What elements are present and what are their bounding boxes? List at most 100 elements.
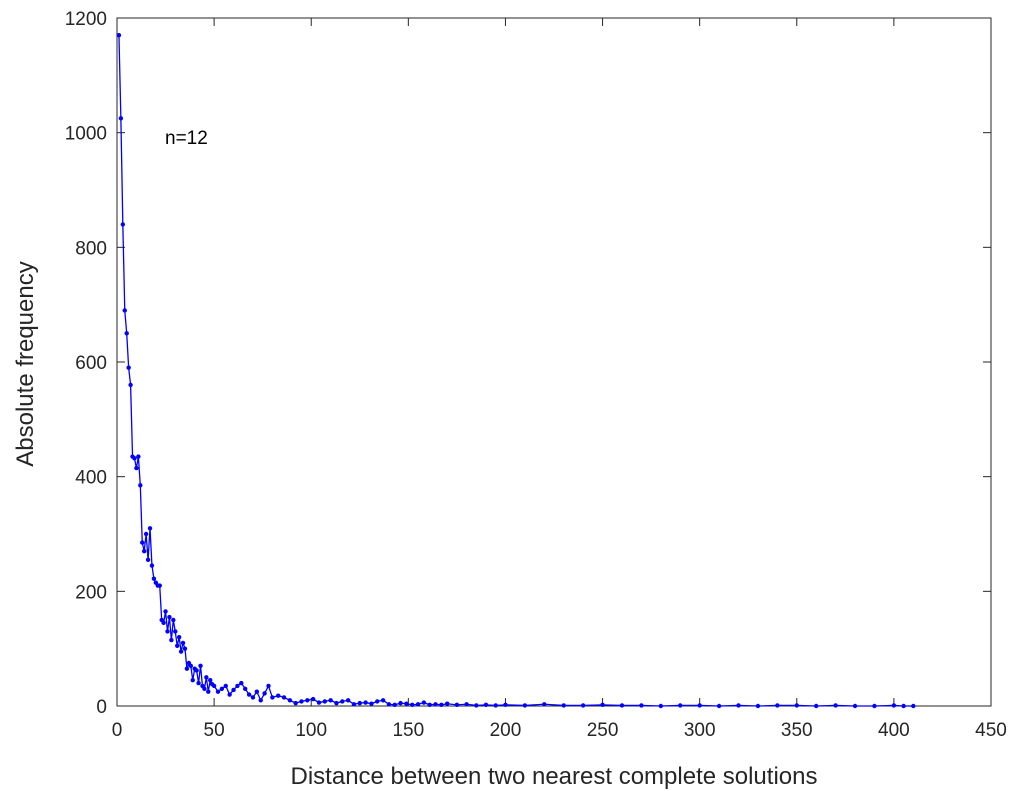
data-point (175, 643, 180, 648)
data-point (281, 695, 287, 700)
data-point (444, 701, 450, 706)
data-point (266, 683, 271, 689)
data-point (427, 702, 432, 708)
data-point (118, 116, 124, 121)
data-point (254, 689, 260, 694)
data-point (120, 222, 126, 227)
data-point (464, 702, 469, 707)
data-point (132, 456, 137, 461)
data-point (190, 678, 195, 683)
data-point (149, 563, 155, 568)
data-point (357, 700, 362, 706)
data-point (126, 365, 131, 370)
data-point (184, 666, 190, 671)
data-point (287, 698, 293, 703)
data-point (242, 686, 248, 691)
y-tick-label: 1000 (65, 124, 107, 145)
data-point (176, 635, 182, 640)
data-point (262, 691, 267, 696)
data-point (293, 700, 298, 706)
x-tick-label: 150 (392, 720, 424, 741)
data-point (246, 692, 252, 697)
data-point (392, 702, 397, 708)
data-point (196, 680, 201, 686)
data-point (208, 678, 213, 683)
data-point (580, 703, 586, 708)
y-tick-label: 400 (75, 468, 107, 489)
data-point (503, 702, 508, 708)
data-point (188, 663, 194, 669)
data-point (369, 701, 374, 706)
data-point (697, 703, 702, 708)
data-point (231, 687, 236, 693)
data-point (157, 583, 162, 588)
data-point (239, 680, 244, 686)
data-point (474, 703, 479, 708)
data-point (439, 702, 444, 708)
data-point (678, 703, 683, 708)
data-point (171, 617, 176, 623)
data-point (386, 702, 392, 707)
data-point (202, 686, 207, 691)
x-tick-label: 350 (781, 720, 813, 741)
data-point (454, 702, 460, 708)
data-point (143, 531, 149, 537)
data-point (211, 683, 217, 689)
data-point (404, 701, 409, 706)
x-tick-label: 200 (490, 720, 522, 741)
data-point (305, 698, 310, 703)
series-group (116, 33, 916, 709)
y-tick-label: 1200 (65, 9, 107, 30)
data-point (340, 699, 345, 704)
data-point (163, 609, 168, 614)
data-point (140, 540, 145, 545)
data-point (122, 308, 127, 313)
data-point (901, 703, 906, 709)
data-point (872, 703, 877, 709)
data-point (328, 698, 333, 703)
data-point (852, 703, 858, 709)
data-point (180, 640, 186, 646)
data-point (116, 33, 122, 38)
data-point (147, 526, 153, 531)
y-axis-title: Absolute frequency (12, 261, 39, 466)
data-point (165, 629, 170, 634)
data-point (619, 703, 625, 708)
data-point (219, 686, 225, 691)
data-point (258, 698, 263, 703)
data-point (410, 702, 415, 708)
data-point (911, 703, 916, 709)
data-point (415, 702, 421, 707)
data-point (398, 700, 403, 706)
data-point (215, 689, 221, 694)
data-point (134, 465, 139, 471)
data-point (206, 689, 211, 694)
annotation-n12: n=12 (165, 128, 208, 149)
data-point (794, 703, 799, 708)
data-point (316, 700, 322, 705)
data-point (351, 702, 357, 707)
data-point (483, 702, 489, 708)
data-point (161, 620, 166, 626)
data-point (814, 703, 819, 709)
data-point (334, 700, 339, 706)
x-tick-label: 100 (295, 720, 327, 741)
data-point (227, 692, 232, 697)
data-point (299, 699, 304, 704)
data-point (128, 382, 133, 388)
data-point (600, 702, 605, 708)
x-tick-label: 50 (204, 720, 225, 741)
data-point (250, 695, 256, 700)
data-point (124, 331, 129, 336)
data-point (198, 663, 203, 669)
data-point (375, 699, 380, 704)
data-point (775, 703, 780, 708)
data-point (522, 703, 528, 708)
data-point (178, 649, 184, 654)
data-point (561, 703, 566, 708)
data-point (194, 668, 199, 673)
y-tick-label: 800 (75, 238, 107, 259)
x-axis-title: Distance between two nearest complete so… (291, 763, 818, 790)
